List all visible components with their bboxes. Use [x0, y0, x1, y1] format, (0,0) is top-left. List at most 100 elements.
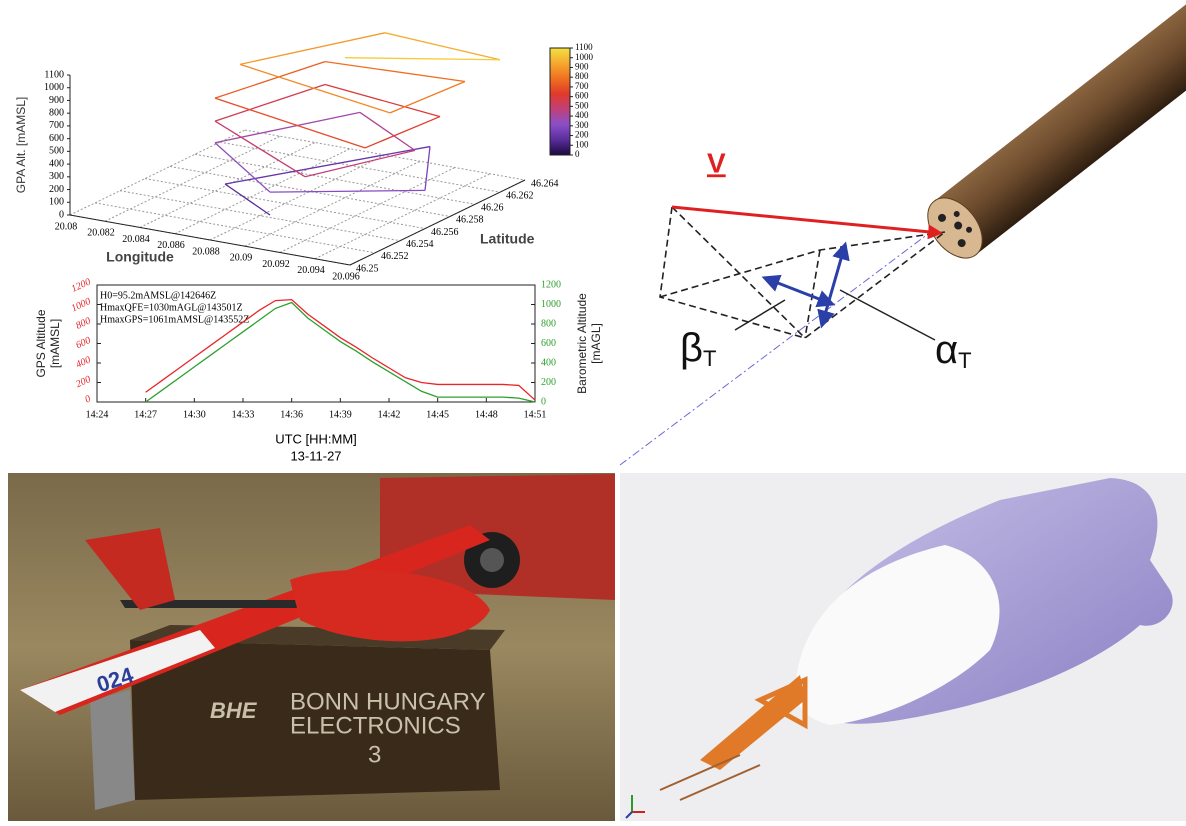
- z-tick-label: 600: [49, 133, 64, 144]
- trajectory-segment: [214, 142, 271, 193]
- colorbar: [549, 47, 571, 156]
- colorbar-tick-label: 100: [575, 139, 589, 149]
- velocity-vector: [671, 205, 943, 240]
- y-tick-label: 200: [74, 374, 92, 390]
- alpha-pointer: [839, 289, 936, 341]
- trajectory-segment: [214, 83, 326, 122]
- z-tick-label: 500: [49, 146, 64, 157]
- y2-axis-label: Barometric Altitude: [575, 293, 589, 394]
- x-tick-label: 20.088: [192, 246, 220, 257]
- x-tick-label: 14:45: [426, 409, 449, 420]
- trajectory-segment: [214, 120, 306, 178]
- y-axis: [349, 179, 526, 266]
- y-tick-label: 600: [74, 335, 92, 351]
- alpha-label: αT: [935, 328, 972, 373]
- colorbar-tick-label: 300: [575, 120, 589, 130]
- y-tick-label: 0: [83, 393, 92, 405]
- y2-tick-label: 1200: [541, 279, 561, 290]
- beta-arrow: [761, 274, 836, 308]
- grid-line: [194, 153, 476, 205]
- trajectory-segment: [224, 183, 271, 216]
- y-axis-label: GPS Altitude: [34, 309, 48, 377]
- z-tick-label: 700: [49, 120, 64, 131]
- trajectory-segment: [214, 111, 361, 144]
- trajectory-segment: [324, 83, 441, 118]
- x-tick-label: 14:30: [183, 409, 206, 420]
- data-line: [145, 298, 536, 401]
- z-tick-label: 300: [49, 171, 64, 182]
- x-tick-label: 20.084: [122, 234, 150, 245]
- y2-tick-label: 200: [541, 377, 556, 388]
- case-text: ELECTRONICS: [290, 712, 461, 739]
- x-tick-label: 14:42: [378, 409, 401, 420]
- case-logo: BHE: [210, 698, 258, 723]
- z-tick-label: 800: [49, 107, 64, 118]
- beta-label: βT: [680, 326, 716, 371]
- subtitle: 13-11-27: [290, 448, 341, 463]
- colorbar-tick-label: 900: [575, 62, 589, 72]
- grid-line: [69, 129, 246, 216]
- probe-diagram: V βT αT: [619, 4, 1186, 466]
- grid-line: [169, 165, 451, 217]
- x-tick-label: 14:48: [475, 409, 498, 420]
- colorbar-tick-label: 700: [575, 81, 589, 91]
- grid-line: [144, 178, 426, 230]
- velocity-decomposition: [659, 206, 946, 339]
- z-tick-label: 1100: [44, 69, 64, 80]
- z-tick-label: 900: [49, 95, 64, 106]
- y2-axis-label: [mAGL]: [589, 323, 603, 364]
- trajectory-segment: [364, 115, 441, 149]
- trajectory-segment: [384, 32, 501, 61]
- x-tick-label: 14:39: [329, 409, 352, 420]
- z-tick-label: 1000: [44, 82, 64, 93]
- beta-subscript: T: [703, 346, 716, 371]
- y-tick-label: 400: [74, 354, 92, 370]
- x-tick-label: 20.096: [332, 271, 360, 282]
- x-tick-label: 20.094: [297, 265, 325, 276]
- trajectory-segment: [304, 149, 416, 178]
- grid-line: [94, 202, 376, 254]
- grid-line: [219, 141, 501, 193]
- trajectory-segment: [224, 145, 431, 185]
- y-tick-label: 46.258: [456, 215, 484, 226]
- x-tick-label: 14:51: [524, 409, 547, 420]
- beta-pointer: [734, 299, 786, 331]
- plot-3d: 20.08 20.082 20.084 20.086 20.088 20.09 20.092…: [14, 32, 594, 282]
- z-axis-label: GPA Alt. [mAMSL]: [14, 97, 28, 193]
- trajectory-segment: [214, 97, 366, 149]
- probe: [927, 4, 1186, 259]
- z-tick-label: 400: [49, 158, 64, 169]
- x-tick-label: 20.092: [262, 259, 290, 270]
- trajectory-segment: [269, 189, 426, 193]
- grid-line: [244, 129, 526, 181]
- y2-tick-label: 800: [541, 318, 556, 329]
- y-tick-label: 1000: [70, 296, 93, 314]
- x-axis: [69, 214, 351, 266]
- y2-tick-label: 1000: [541, 299, 561, 310]
- y-tick-label: 46.254: [406, 239, 434, 250]
- x-tick-label: 20.09: [230, 253, 253, 264]
- trajectory-segment: [214, 61, 326, 99]
- alpha-symbol: α: [935, 328, 958, 372]
- z-tick-label: 100: [49, 197, 64, 208]
- y2-tick-label: 600: [541, 338, 556, 349]
- y-tick-label: 46.262: [506, 190, 534, 201]
- grid-line: [279, 167, 456, 253]
- y-tick-label: 46.264: [531, 178, 559, 189]
- colorbar-tick-label: 800: [575, 71, 589, 81]
- trajectory-segment: [239, 63, 391, 114]
- data-line: [145, 301, 536, 403]
- y2-tick-label: 400: [541, 357, 556, 368]
- trajectory-segment: [344, 57, 501, 61]
- x-axis-label: UTC [HH:MM]: [275, 431, 357, 446]
- grid-line: [244, 160, 421, 247]
- beta-symbol: β: [680, 326, 703, 370]
- z-tick-label: 200: [49, 184, 64, 195]
- annotation: HmaxGPS=1061mAMSL@143552Z: [100, 314, 249, 325]
- grid-line: [174, 148, 351, 235]
- y-tick-label: 46.26: [481, 203, 504, 214]
- z-tick-label: 0: [59, 209, 64, 220]
- alpha-arrow: [817, 241, 850, 329]
- colorbar-tick-label: 0: [575, 149, 580, 159]
